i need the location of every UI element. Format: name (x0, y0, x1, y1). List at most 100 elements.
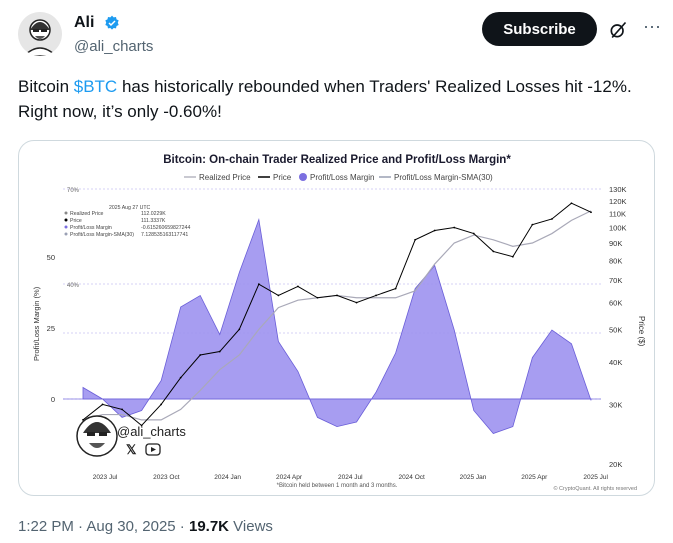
left-tick-label: 0 (51, 395, 55, 404)
price-point (355, 301, 358, 304)
tooltip-row-value: 111.3337K (141, 218, 166, 224)
chart-copyright: © CryptoQuant. All rights reserved (553, 485, 637, 492)
price-point (375, 294, 377, 297)
tooltip-date: 2025 Aug 27 UTC (109, 205, 150, 211)
chart-footnote: *Bitcoin held between 1 month and 3 mont… (277, 483, 398, 489)
legend-price-label: Price (273, 173, 292, 182)
chart-image-card[interactable]: Bitcoin: On-chain Trader Realized Price … (18, 140, 655, 496)
price-point (472, 232, 475, 235)
tooltip-row-label: Realized Price (70, 211, 104, 217)
price-point (316, 296, 319, 299)
x-tick-label: 2024 Apr (276, 474, 303, 481)
right-tick-label: 40K (609, 358, 622, 367)
overlay-handle: @ali_charts (117, 424, 186, 439)
price-point (336, 294, 338, 297)
legend-realized-label: Realized Price (199, 173, 251, 182)
right-tick-label: 90K (609, 239, 622, 248)
watermark: CryptoQuant (278, 314, 392, 336)
tooltip-box: 2025 Aug 27 UTC Realized Price 112.0229K… (63, 201, 231, 241)
price-point (414, 238, 417, 241)
right-tick-label: 60K (609, 299, 622, 308)
price-point (590, 211, 592, 214)
separator: · (175, 518, 189, 535)
price-point (570, 202, 573, 205)
axis-ticks: 70% 50 40% 25 0 130K 120K 110K 100K 90K 80K 70K 60K 5… (47, 185, 627, 481)
tweet-header: Ali @ali_charts Subscribe ⋯ (18, 12, 661, 62)
x-tick-label: 2024 Jan (214, 474, 241, 481)
x-logo-icon: 𝕏 (126, 442, 137, 457)
right-tick-label: 20K (609, 460, 622, 469)
author-handle[interactable]: @ali_charts (74, 38, 154, 55)
price-point (277, 294, 280, 297)
tooltip-row-label: Profit/Loss Margin (70, 225, 112, 231)
price-point (238, 328, 241, 331)
price-point (511, 255, 514, 258)
tweet-footer: 1:22 PM · Aug 30, 2025 · 19.7K Views (18, 518, 273, 535)
price-point (297, 285, 299, 288)
tooltip-row-value: 112.0229K (141, 211, 166, 217)
right-tick-label: 120K (609, 197, 627, 206)
post-date[interactable]: Aug 30, 2025 (86, 518, 176, 535)
price-lines (82, 202, 592, 427)
verified-badge-icon (105, 15, 119, 30)
x-tick-label: 2024 Jul (338, 474, 363, 481)
tooltip-row-value: -0.615260659827244 (141, 225, 190, 231)
price-point (257, 283, 260, 286)
youtube-icon (145, 443, 161, 456)
more-icon[interactable]: ⋯ (643, 17, 661, 37)
x-tick-label: 2023 Oct (153, 474, 180, 481)
right-tick-label: 110K (609, 210, 626, 219)
tweet-text: Bitcoin $BTC has historically rebounded … (18, 74, 658, 124)
price-point (140, 424, 143, 427)
right-tick-label: 50K (609, 325, 622, 334)
cashtag-link[interactable]: $BTC (73, 77, 118, 96)
legend-margin-swatch (299, 173, 307, 181)
right-tick-label: 100K (609, 224, 627, 233)
x-tick-label: 2024 Oct (398, 474, 425, 481)
avatar[interactable] (18, 12, 62, 56)
right-tick-label: 130K (609, 185, 627, 194)
price-point (492, 250, 495, 253)
price-point (394, 287, 397, 290)
separator: · (73, 518, 87, 535)
left-tick-label: 70% (67, 188, 80, 194)
views-label: Views (229, 518, 273, 535)
x-tick-label: 2025 Apr (521, 474, 548, 481)
price-point (531, 223, 534, 226)
chart-title: Bitcoin: On-chain Trader Realized Price … (163, 154, 511, 166)
legend-sma-label: Profit/Loss Margin-SMA(30) (394, 173, 493, 182)
price-point (218, 350, 221, 353)
right-tick-label: 30K (609, 400, 622, 409)
left-tick-label: 40% (67, 283, 80, 289)
chart-svg: Bitcoin: On-chain Trader Realized Price … (32, 154, 646, 492)
right-tick-label: 80K (609, 256, 622, 265)
price-point (433, 229, 436, 232)
author-name[interactable]: Ali (74, 14, 95, 31)
overlay-signature: @ali_charts 𝕏 (76, 415, 186, 457)
price-point (160, 403, 163, 406)
left-tick-label: 25 (47, 324, 55, 333)
tooltip-row-label: Profit/Loss Margin-SMA(30) (70, 232, 134, 238)
right-tick-label: 70K (609, 276, 622, 285)
left-axis-label: Profit/Loss Margin (%) (32, 286, 41, 361)
price-point (101, 403, 104, 406)
post-time[interactable]: 1:22 PM (18, 518, 74, 535)
chart-legend: Realized Price Price Profit/Loss Margin … (184, 173, 493, 182)
right-axis-label: Price ($) (637, 316, 646, 347)
grok-icon[interactable] (608, 20, 628, 40)
x-tick-label: 2025 Jul (583, 474, 608, 481)
left-tick-label: 50 (47, 253, 55, 262)
price-point (551, 218, 553, 220)
tooltip-row-label: Price (70, 218, 82, 224)
tooltip-row-value: 7.128535163117741 (141, 232, 188, 238)
price-point (199, 354, 202, 356)
legend-margin-label: Profit/Loss Margin (310, 173, 374, 182)
price-point (121, 408, 123, 411)
tweet-text-after: has historically rebounded when Traders'… (18, 77, 632, 121)
x-tick-label: 2025 Jan (460, 474, 487, 481)
view-count: 19.7K (188, 518, 230, 535)
x-tick-label: 2023 Jul (93, 474, 118, 481)
tweet-text-before: Bitcoin (18, 77, 74, 96)
subscribe-button[interactable]: Subscribe (482, 12, 597, 46)
price-point (453, 226, 456, 229)
